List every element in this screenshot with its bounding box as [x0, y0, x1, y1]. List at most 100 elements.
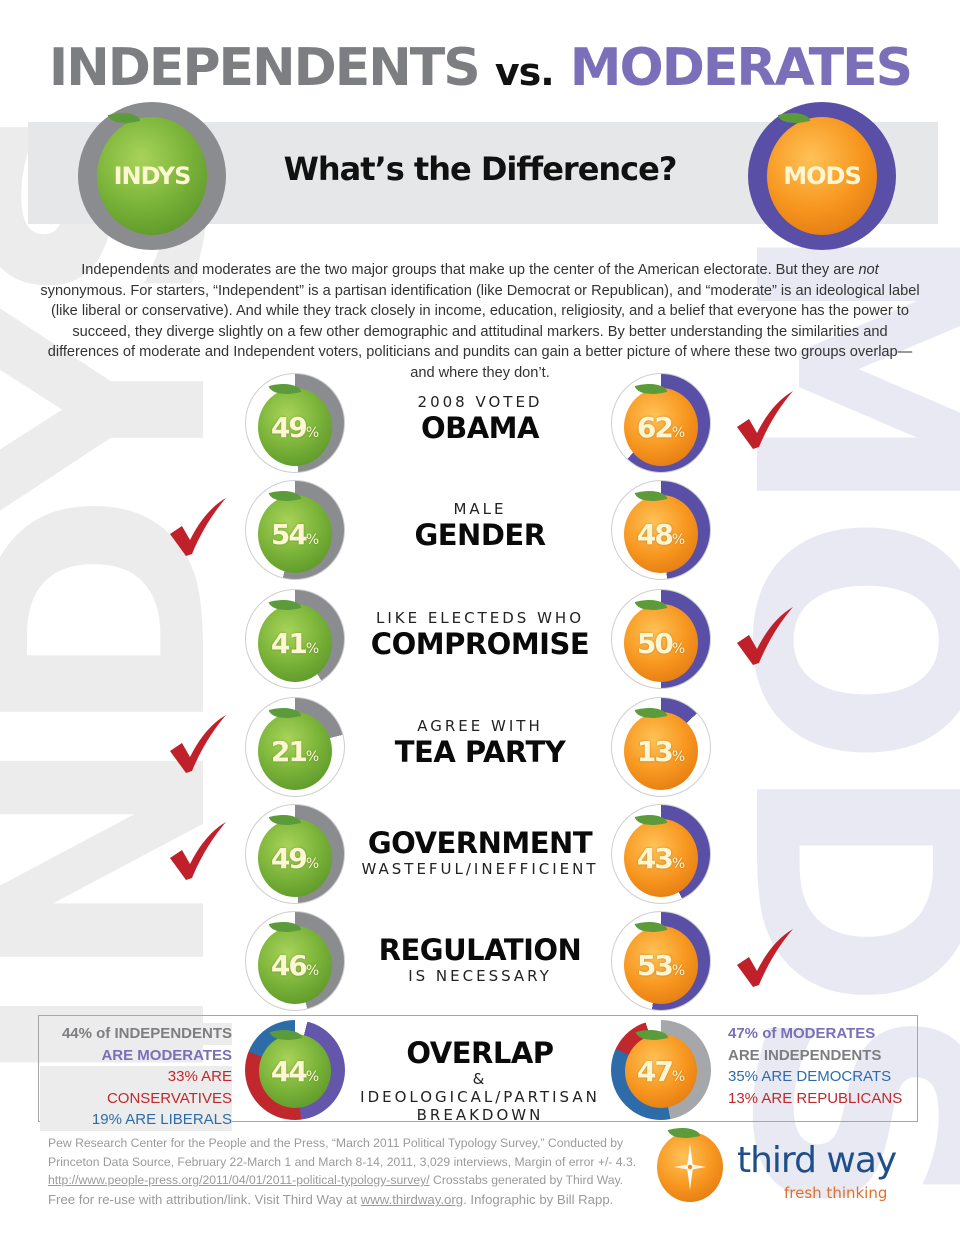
checkmark-icon [735, 605, 795, 667]
indys-pie: 54% [245, 480, 345, 580]
mods-pct: 53% [636, 948, 686, 982]
indys-pct: 21% [270, 734, 320, 768]
subtitle: What’s the Difference? [283, 150, 678, 188]
row-top-label: 2008 VOTED [417, 393, 543, 411]
row-bottom-label: IS NECESSARY [408, 967, 552, 985]
page-title: INDEPENDENTS vs. MODERATES [0, 38, 960, 98]
leaf-icon [269, 1024, 303, 1046]
row-label: AGREE WITH TEA PARTY [350, 717, 610, 769]
indys-pie: 46% [245, 911, 345, 1011]
mods-pie: 43% [611, 804, 711, 904]
overlap-right-line2: ARE INDEPENDENTS [728, 1046, 882, 1064]
thirdway-link[interactable]: www.thirdway.org [360, 1192, 464, 1207]
leaf-icon [777, 107, 811, 129]
overlap-independents-breakdown: 44% of INDEPENDENTS ARE MODERATES 33% AR… [40, 1023, 232, 1131]
indys-badge: INDYS [78, 102, 226, 250]
brand-tagline: fresh thinking [784, 1184, 888, 1202]
leaf-icon [268, 809, 302, 831]
intro-emphasis: not [858, 262, 879, 278]
indys-pie: 21% [245, 697, 345, 797]
overlap-left-pct: 44% [270, 1054, 320, 1088]
indys-pct: 41% [270, 626, 320, 660]
row-top-label: AGREE WITH [417, 717, 543, 735]
apple-icon: 54% [258, 485, 332, 573]
indys-pct: 49% [270, 841, 320, 875]
overlap-right-line3: 35% ARE DEMOCRATS [728, 1068, 892, 1085]
orange-icon: 50% [624, 594, 698, 682]
mods-pie: 13% [611, 697, 711, 797]
indys-pct: 54% [270, 517, 320, 551]
apple-icon: INDYS [97, 107, 207, 235]
checkmark-icon [168, 496, 228, 558]
reuse-notice: Free for re-use with attribution/link. V… [48, 1192, 614, 1207]
title-moderates: MODERATES [569, 38, 913, 98]
intro-text-2: synonymous. For starters, “Independent” … [40, 282, 920, 381]
mods-pie: 48% [611, 480, 711, 580]
row-label: MALE GENDER [350, 500, 610, 552]
overlap-right-line4: 13% ARE REPUBLICANS [728, 1089, 903, 1107]
overlap-sub2: BREAKDOWN [416, 1106, 544, 1124]
overlap-left-line4: 19% ARE LIBERALS [40, 1109, 232, 1131]
row-bottom-label: WASTEFUL/INEFFICIENT [361, 860, 599, 878]
orange-icon: 48% [624, 485, 698, 573]
source-link[interactable]: http://www.people-press.org/2011/04/01/2… [48, 1173, 430, 1187]
checkmark-icon [735, 927, 795, 989]
leaf-icon [634, 485, 668, 507]
overlap-left-line3: 33% ARE CONSERVATIVES [40, 1066, 232, 1109]
intro-text-1: Independents and moderates are the two m… [81, 262, 859, 278]
mods-badge: MODS [748, 102, 896, 250]
title-independents: INDEPENDENTS [48, 38, 481, 98]
indys-pct: 49% [270, 410, 320, 444]
checkmark-icon [168, 713, 228, 775]
overlap-right-pct: 47% [636, 1054, 686, 1088]
row-main-label: REGULATION [378, 933, 582, 967]
brand-name: third way [737, 1140, 897, 1181]
overlap-moderates-breakdown: 47% of MODERATES ARE INDEPENDENTS 35% AR… [728, 1023, 928, 1109]
leaf-icon [268, 378, 302, 400]
mods-label: MODS [783, 162, 861, 190]
leaf-icon [268, 485, 302, 507]
checkmark-icon [168, 820, 228, 882]
overlap-left-line2: ARE MODERATES [101, 1046, 232, 1064]
row-main-label: GENDER [414, 518, 546, 552]
comparison-row: 21% AGREE WITH TEA PARTY 13% [0, 697, 960, 802]
overlap-independents-pie: 44% [245, 1020, 345, 1120]
mods-pct: 62% [636, 410, 686, 444]
apple-icon: 49% [258, 378, 332, 466]
leaf-icon [268, 702, 302, 724]
overlap-label: OVERLAP & IDEOLOGICAL/PARTISAN BREAKDOWN [350, 1036, 610, 1124]
overlap-title: OVERLAP [406, 1036, 554, 1070]
orange-icon: 13% [624, 702, 698, 790]
mods-pct: 43% [636, 841, 686, 875]
row-main-label: GOVERNMENT [367, 826, 593, 860]
overlap-left-line1: 44% of INDEPENDENTS [40, 1023, 232, 1045]
apple-icon: 46% [258, 916, 332, 1004]
orange-icon: 53% [624, 916, 698, 1004]
comparison-row: 54% MALE GENDER 48% [0, 480, 960, 585]
apple-icon: 21% [258, 702, 332, 790]
orange-icon: 47% [625, 1024, 697, 1108]
row-main-label: TEA PARTY [394, 735, 566, 769]
overlap-right-line1: 47% of MODERATES [728, 1025, 876, 1042]
indys-pie: 41% [245, 589, 345, 689]
indys-label: INDYS [113, 162, 192, 190]
orange-icon: 43% [624, 809, 698, 897]
comparison-row: 41% LIKE ELECTEDS WHO COMPROMISE 50% [0, 589, 960, 694]
leaf-icon [635, 1024, 669, 1046]
mods-pct: 50% [636, 626, 686, 660]
leaf-icon [634, 594, 668, 616]
row-label: LIKE ELECTEDS WHO COMPROMISE [350, 609, 610, 661]
intro-paragraph: Independents and moderates are the two m… [40, 260, 920, 383]
row-main-label: COMPROMISE [370, 627, 590, 661]
overlap-box [38, 1015, 918, 1122]
leaf-icon [634, 378, 668, 400]
overlap-sub1: & IDEOLOGICAL/PARTISAN [360, 1070, 600, 1106]
row-label: REGULATION IS NECESSARY [350, 933, 610, 985]
mods-pie: 50% [611, 589, 711, 689]
indys-pie: 49% [245, 373, 345, 473]
row-top-label: MALE [453, 500, 507, 518]
title-vs: vs. [494, 50, 555, 94]
row-main-label: OBAMA [420, 411, 540, 445]
apple-icon: 44% [259, 1024, 331, 1108]
apple-icon: 41% [258, 594, 332, 682]
